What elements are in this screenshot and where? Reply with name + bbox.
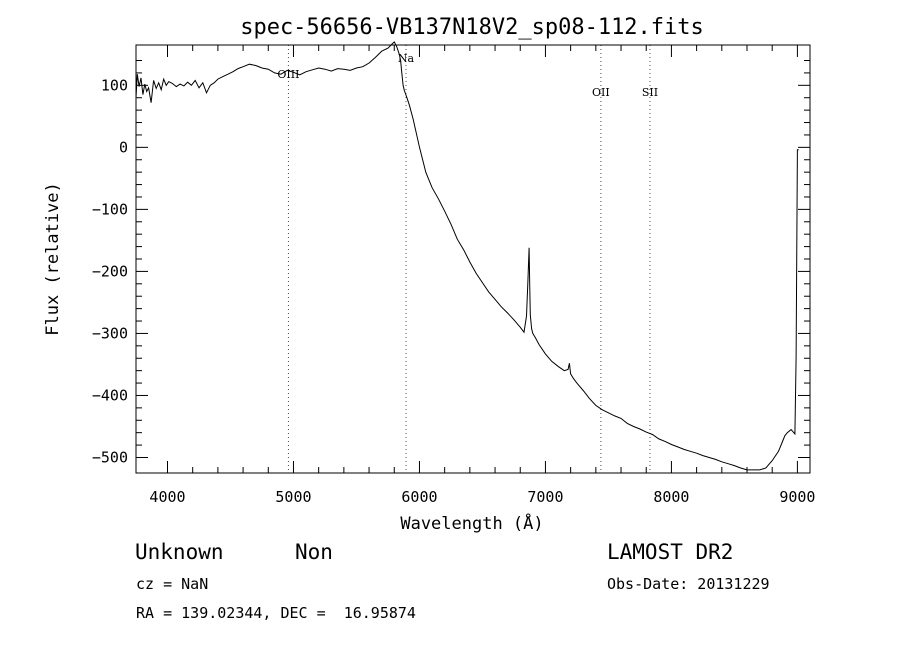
y-tick-label: 100 (101, 76, 128, 94)
y-tick-label: −300 (92, 324, 128, 342)
coordinates-text: RA = 139.02344, DEC = 16.95874 (136, 604, 416, 622)
y-tick-label: −100 (92, 200, 128, 218)
x-axis: 4000 5000 6000 7000 8000 9000 (149, 45, 815, 506)
object-class: Unknown (135, 540, 224, 564)
y-tick-label: 0 (119, 138, 128, 156)
reference-label-sii: SII (642, 86, 658, 99)
y-tick-label: −200 (92, 262, 128, 280)
x-tick-label: 5000 (275, 488, 311, 506)
y-tick-label: −400 (92, 386, 128, 404)
reference-lines (287, 45, 651, 473)
y-axis: 100 0 −100 −200 −300 −400 −500 (92, 60, 810, 466)
x-tick-label: 6000 (401, 488, 437, 506)
x-tick-label: 8000 (653, 488, 689, 506)
reference-label-na: Na (398, 52, 415, 65)
x-axis-label: Wavelength (Å) (400, 512, 543, 534)
y-tick-label: −500 (92, 448, 128, 466)
chart-title: spec-56656-VB137N18V2_sp08-112.fits (240, 15, 704, 40)
reference-label-oii: OII (592, 86, 610, 99)
spectrum-line (135, 41, 799, 471)
x-tick-label: 9000 (779, 488, 815, 506)
plot-frame (135, 44, 811, 474)
redshift-text: cz = NaN (136, 575, 209, 593)
obs-date-text: Obs-Date: 20131229 (607, 575, 770, 593)
object-subclass: Non (295, 540, 333, 564)
y-axis-label: Flux (relative) (43, 182, 63, 336)
reference-label-oiii: OIII (277, 68, 299, 81)
survey-name: LAMOST DR2 (607, 540, 734, 564)
reference-line-labels: OIII Na OII SII (277, 52, 658, 99)
x-tick-label: 4000 (149, 488, 185, 506)
x-tick-label: 7000 (527, 488, 563, 506)
